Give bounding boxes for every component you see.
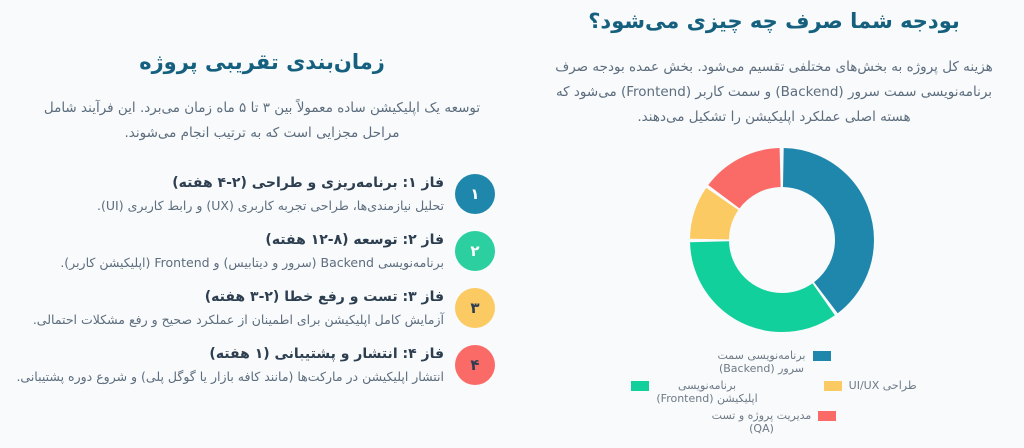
phase-title-3: فاز ۳: تست و رفع خطا (۲-۳ هفته) <box>204 289 444 305</box>
donut-slice-0[interactable] <box>690 148 874 332</box>
budget-section-description: هزینه کل پروژه به بخش‌های مختلفی تقسیم م… <box>555 59 993 125</box>
legend-row-3: مدیریت پروژه و تست (QA) <box>524 409 1024 435</box>
phase-description-4: انتشار اپلیکیشن در مارکت‌ها (مانند کافه … <box>16 369 444 384</box>
phase-badge-1: ۱ <box>455 174 495 214</box>
phase-description-2: برنامه‌نویسی Backend (سرور و دیتابیس) و … <box>60 255 444 270</box>
legend-item-pm-qa[interactable]: مدیریت پروژه و تست (QA) <box>712 409 837 435</box>
phase-description-3: آزمایش کامل اپلیکیشن برای اطمینان از عمل… <box>32 312 444 327</box>
legend-swatch-uiux <box>823 381 842 391</box>
legend-label-pm-qa-line1: مدیریت پروژه و تست <box>711 409 812 422</box>
legend-swatch-pm-qa <box>818 411 837 421</box>
legend-label-uiux: طراحی UI/UX <box>848 379 917 392</box>
phase-title-2: فاز ۲: توسعه (۸-۱۲ هفته) <box>265 232 444 248</box>
phase-item-1: ۱ فاز ۱: برنامه‌ریزی و طراحی (۲-۴ هفته) … <box>29 173 495 215</box>
legend-label-frontend-line2: اپلیکیشن (Frontend) <box>656 392 758 405</box>
budget-section: بودجه شما صرف چه چیزی می‌شود؟ هزینه کل پ… <box>524 0 1024 448</box>
legend-item-uiux[interactable]: طراحی UI/UX <box>823 379 917 392</box>
legend-item-backend[interactable]: برنامه‌نویسی سمت سرور (Backend) <box>718 349 831 375</box>
legend-swatch-frontend <box>631 381 650 391</box>
phase-item-2: ۲ فاز ۲: توسعه (۸-۱۲ هفته) برنامه‌نویسی … <box>29 230 495 272</box>
timeline-section: زمان‌بندی تقریبی پروژه توسعه یک اپلیکیشن… <box>16 50 495 386</box>
timeline-section-title: زمان‌بندی تقریبی پروژه <box>139 50 385 74</box>
phase-title-4: فاز ۴: انتشار و پشتیبانی (۱ هفته) <box>209 346 444 362</box>
legend-label-backend-line2: سرور (Backend) <box>718 362 805 375</box>
legend-label-backend-line1: برنامه‌نویسی سمت <box>717 349 806 362</box>
legend-label-frontend-line1: برنامه‌نویسی <box>677 379 737 392</box>
timeline-section-description: توسعه یک اپلیکیشن ساده معمولاً بین ۳ تا … <box>43 100 481 141</box>
chart-legend: برنامه‌نویسی سمت سرور (Backend) طراحی UI… <box>524 349 1024 435</box>
phase-description-1: تحلیل نیازمندی‌ها، طراحی تجربه کاربری (U… <box>97 198 444 213</box>
legend-row-1: برنامه‌نویسی سمت سرور (Backend) <box>524 349 1024 375</box>
budget-section-title: بودجه شما صرف چه چیزی می‌شود؟ <box>588 9 960 33</box>
phase-badge-3: ۳ <box>455 288 495 328</box>
phase-list: ۱ فاز ۱: برنامه‌ریزی و طراحی (۲-۴ هفته) … <box>16 173 495 386</box>
phase-item-3: ۳ فاز ۳: تست و رفع خطا (۲-۳ هفته) آزمایش… <box>29 287 495 329</box>
phase-title-1: فاز ۱: برنامه‌ریزی و طراحی (۲-۴ هفته) <box>172 175 444 191</box>
phase-item-4: ۴ فاز ۴: انتشار و پشتیبانی (۱ هفته) انتش… <box>16 344 495 386</box>
legend-label-pm-qa-line2: (QA) <box>749 422 774 435</box>
donut-slice-1[interactable] <box>690 148 874 332</box>
donut-chart-svg <box>690 148 874 332</box>
donut-chart[interactable] <box>687 145 877 335</box>
legend-row-2: طراحی UI/UX برنامه‌نویسی اپلیکیشن (Front… <box>524 379 1024 405</box>
budget-chart-canvas: برنامه‌نویسی سمت سرور (Backend) طراحی UI… <box>524 145 1024 437</box>
phase-badge-2: ۲ <box>455 231 495 271</box>
legend-swatch-backend <box>812 351 831 361</box>
phase-badge-4: ۴ <box>455 345 495 385</box>
legend-item-frontend[interactable]: برنامه‌نویسی اپلیکیشن (Frontend) <box>631 379 758 405</box>
